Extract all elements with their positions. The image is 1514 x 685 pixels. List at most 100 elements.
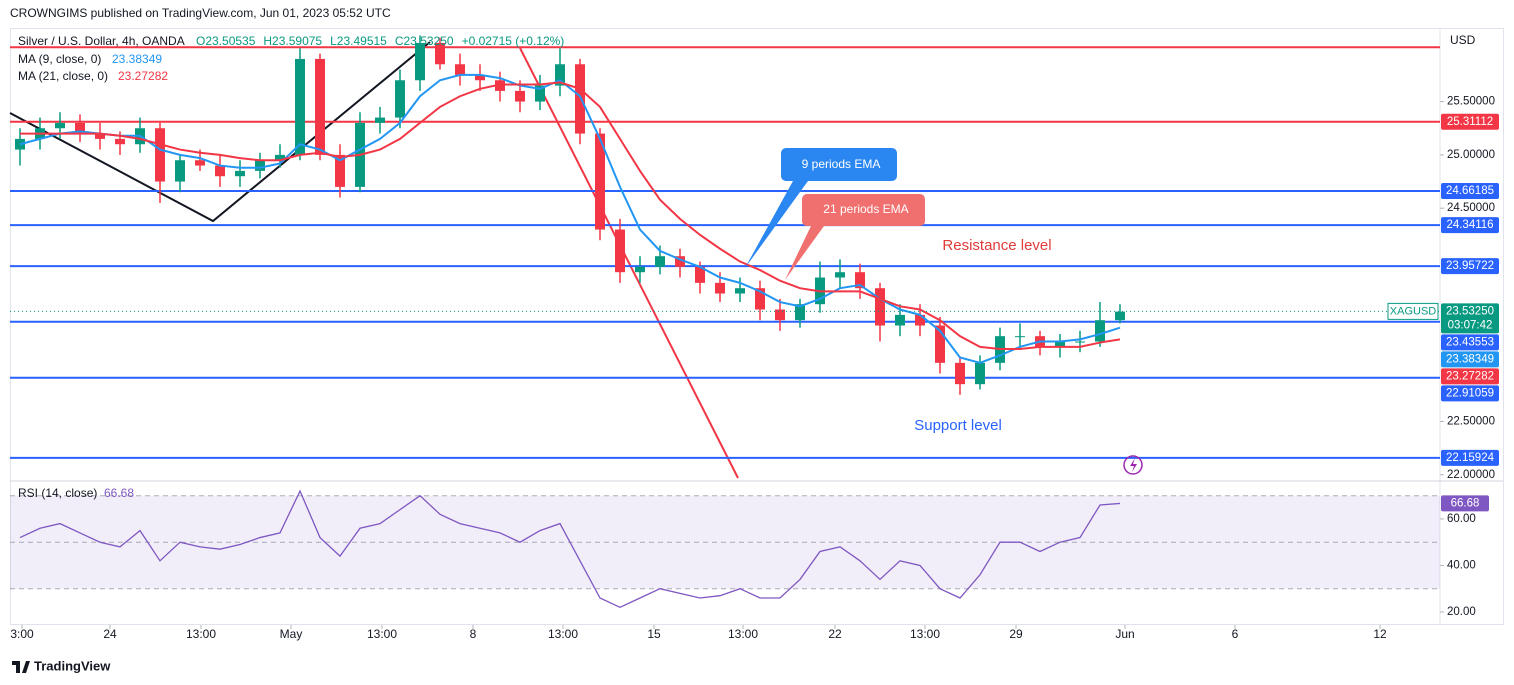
y-tick-label: 20.00 bbox=[1447, 606, 1476, 618]
y-tick-label: 25.00000 bbox=[1447, 149, 1495, 161]
legend-value: 66.68 bbox=[104, 486, 134, 500]
logo bbox=[12, 661, 30, 673]
candle-body bbox=[275, 154, 285, 161]
candle-body bbox=[475, 74, 485, 81]
price-tag-label: 66.68 bbox=[1451, 497, 1480, 509]
x-tick-label: 22 bbox=[828, 627, 842, 641]
price-tag-label: 24.66185 bbox=[1446, 185, 1494, 197]
event-icon bbox=[1130, 458, 1137, 472]
legend-ohlc: L23.49515 bbox=[330, 34, 387, 48]
frame bbox=[10, 28, 1504, 625]
candle-body bbox=[535, 85, 545, 102]
candle-body bbox=[835, 272, 845, 278]
candle-body bbox=[895, 314, 905, 326]
legend-entry: RSI (14, close) bbox=[18, 486, 97, 500]
x-tick-label: 13:00 bbox=[728, 627, 758, 641]
x-tick-label: 6 bbox=[1232, 627, 1239, 641]
price-tag bbox=[1441, 334, 1499, 351]
annotation: Support level bbox=[914, 417, 1002, 434]
legend-value: 23.27282 bbox=[118, 69, 168, 83]
y-tick-label: 22.00000 bbox=[1447, 469, 1495, 481]
candle-body bbox=[95, 133, 105, 139]
x-tick-label: 29 bbox=[1009, 627, 1023, 641]
price-tag-label: 23.95722 bbox=[1446, 260, 1494, 272]
header: CROWNGIMS published on TradingView.com, … bbox=[10, 6, 391, 20]
ticker: XAGUSD bbox=[1390, 305, 1437, 317]
price-tag bbox=[1441, 303, 1499, 334]
candle-body bbox=[1095, 320, 1105, 342]
candle-body bbox=[795, 304, 805, 321]
price-tag bbox=[1441, 449, 1499, 466]
price-tag bbox=[1441, 113, 1499, 130]
legend-entry: MA (21, close, 0) bbox=[18, 69, 108, 83]
price-tag-label: 22.15924 bbox=[1446, 452, 1495, 464]
candle-body bbox=[375, 117, 385, 123]
ticker-tag bbox=[1387, 302, 1439, 320]
candle-body bbox=[215, 165, 225, 177]
candle-body bbox=[655, 256, 665, 267]
y-tick-label: 60.00 bbox=[1447, 513, 1476, 525]
candle-body bbox=[975, 362, 985, 385]
x-tick-label: May bbox=[280, 627, 303, 641]
legend-entry: MA (9, close, 0) bbox=[18, 52, 101, 66]
candle-body bbox=[675, 256, 685, 267]
candle-body bbox=[1055, 341, 1065, 347]
candle-body bbox=[615, 229, 625, 273]
candle-body bbox=[155, 128, 165, 182]
currency: USD bbox=[1450, 33, 1476, 47]
candle-body bbox=[1115, 311, 1125, 321]
legend-change: +0.02715 (+0.12%) bbox=[462, 34, 565, 48]
x-tick-label: 3:00 bbox=[10, 627, 34, 641]
callout bbox=[745, 148, 897, 268]
y-tick-label: 25.50000 bbox=[1447, 96, 1495, 108]
x-tick-label: 12 bbox=[1373, 627, 1387, 641]
candle-body bbox=[695, 266, 705, 283]
price-tag-label: 23.43553 bbox=[1446, 336, 1494, 348]
price-tag-label: 23.27282 bbox=[1446, 370, 1494, 382]
price-tag bbox=[1441, 217, 1499, 234]
candle-body bbox=[315, 58, 325, 155]
countdown: 03:07:42 bbox=[1448, 319, 1493, 331]
candle-body bbox=[515, 90, 525, 102]
y-tick-label: 22.50000 bbox=[1447, 416, 1495, 428]
branding: TradingView bbox=[34, 658, 111, 673]
ma-line bbox=[20, 81, 1121, 350]
candle-body bbox=[175, 160, 185, 182]
candle-body bbox=[395, 80, 405, 118]
x-tick-label: 13:00 bbox=[548, 627, 578, 641]
price-tag-label: 23.38349 bbox=[1446, 353, 1494, 365]
callout bbox=[785, 194, 925, 280]
candle-body bbox=[775, 309, 785, 321]
price-tag bbox=[1441, 385, 1499, 402]
annotation: 9 periods EMA bbox=[802, 157, 881, 171]
candle-body bbox=[295, 58, 305, 155]
legend-ohlc: O23.50535 bbox=[196, 34, 256, 48]
candle-body bbox=[555, 64, 565, 86]
candle-body bbox=[255, 160, 265, 171]
candle-body bbox=[955, 362, 965, 385]
annotation: Resistance level bbox=[942, 237, 1051, 254]
price-tag bbox=[1441, 368, 1499, 385]
legend-symbol: Silver / U.S. Dollar, 4h, OANDA bbox=[18, 34, 185, 48]
price-tag bbox=[1441, 351, 1499, 368]
candle-body bbox=[115, 138, 125, 145]
legend-ohlc: C23.53250 bbox=[395, 34, 454, 48]
candle-body bbox=[435, 42, 445, 65]
x-tick-label: Jun bbox=[1115, 627, 1134, 641]
price-tag bbox=[1441, 258, 1499, 275]
y-tick-label: 24.50000 bbox=[1447, 202, 1495, 214]
candle-body bbox=[715, 282, 725, 294]
candle-body bbox=[575, 64, 585, 134]
trend-line bbox=[519, 47, 739, 479]
price-tag-label: 24.34116 bbox=[1446, 219, 1493, 231]
candle-body bbox=[235, 170, 245, 177]
candle-body bbox=[755, 288, 765, 310]
event-icon[interactable] bbox=[1123, 455, 1143, 475]
price-tag-label: 22.91059 bbox=[1446, 387, 1494, 399]
ma-line bbox=[19, 73, 1121, 364]
candle-body bbox=[55, 122, 65, 129]
candle-body bbox=[335, 154, 345, 187]
candle-body bbox=[415, 42, 425, 81]
